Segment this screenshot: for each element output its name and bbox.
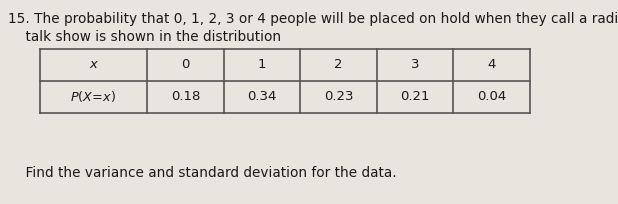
Text: 0.18: 0.18	[171, 91, 200, 103]
Text: 15. The probability that 0, 1, 2, 3 or 4 people will be placed on hold when they: 15. The probability that 0, 1, 2, 3 or 4…	[8, 12, 618, 26]
Text: 0.23: 0.23	[324, 91, 353, 103]
Text: 0: 0	[181, 59, 190, 71]
Text: talk show is shown in the distribution: talk show is shown in the distribution	[8, 30, 281, 44]
Text: 4: 4	[488, 59, 496, 71]
Text: $P(X\!=\!x)$: $P(X\!=\!x)$	[70, 90, 117, 104]
Text: x: x	[90, 59, 98, 71]
Text: Find the variance and standard deviation for the data.: Find the variance and standard deviation…	[8, 166, 397, 180]
Text: 2: 2	[334, 59, 343, 71]
Text: 1: 1	[258, 59, 266, 71]
Text: 3: 3	[411, 59, 420, 71]
Text: 0.21: 0.21	[400, 91, 430, 103]
Text: 0.04: 0.04	[477, 91, 506, 103]
Text: 0.34: 0.34	[247, 91, 277, 103]
